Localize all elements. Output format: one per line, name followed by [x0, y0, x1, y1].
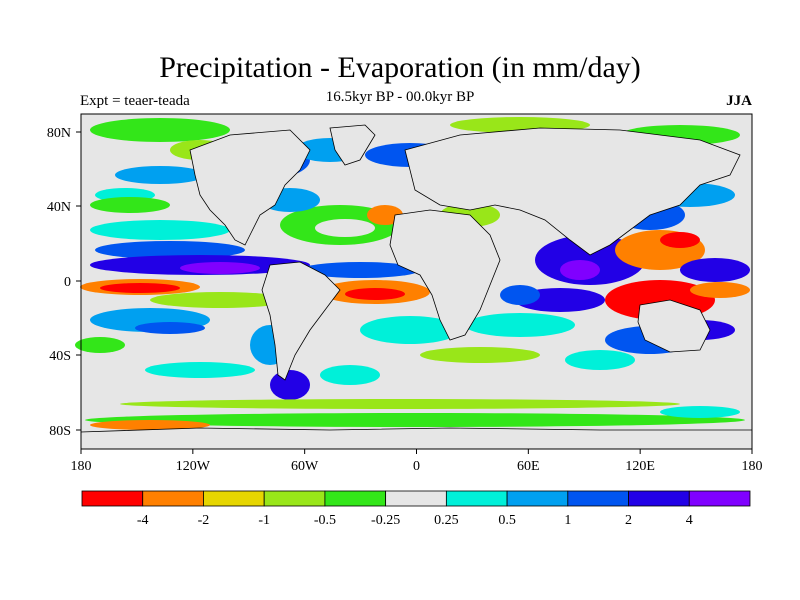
colorbar-swatch — [506, 490, 569, 507]
lon-tick-label: 180 — [742, 459, 763, 474]
period-label: 16.5kyr BP - 00.0kyr BP — [325, 89, 475, 105]
field-blob — [565, 350, 635, 370]
field-blob — [95, 241, 245, 259]
field-blob — [150, 292, 290, 308]
lat-tick-label: 80N — [47, 126, 71, 141]
lon-tick-label: 0 — [413, 459, 420, 474]
lon-tick-label: 120W — [176, 459, 211, 474]
field-blob — [90, 197, 170, 213]
africa-land — [389, 209, 501, 341]
colorbar-swatch — [142, 490, 204, 507]
colorbar-swatch — [567, 490, 629, 507]
lat-tick-label: 80S — [49, 424, 71, 439]
precip-field — [75, 117, 750, 430]
field-blob — [680, 258, 750, 282]
colorbar-label: -2 — [198, 513, 210, 528]
map-title: Precipitation - Evaporation (in mm/day) — [159, 51, 641, 84]
colorbar-label: -1 — [258, 513, 270, 528]
latitude-axis: 80N 40N 0 40S 80S — [47, 126, 81, 439]
field-blob — [180, 262, 260, 274]
lon-tick-label: 120E — [625, 459, 655, 474]
field-blob — [75, 337, 125, 353]
lat-tick-label: 40N — [47, 200, 71, 215]
field-blob — [315, 219, 375, 237]
colorbar-label: 1 — [564, 513, 571, 528]
field-blob — [85, 413, 745, 427]
experiment-label: Expt = teaer-teada — [80, 93, 190, 109]
map-panel — [75, 113, 753, 450]
field-blob — [90, 118, 230, 142]
north-america-land — [189, 129, 311, 246]
season-label: JJA — [726, 93, 752, 109]
field-blob — [115, 166, 205, 184]
colorbar-swatch — [628, 490, 690, 507]
field-blob — [660, 232, 700, 248]
colorbar-label: 4 — [686, 513, 693, 528]
field-blob — [345, 288, 405, 300]
field-blob — [90, 420, 210, 430]
field-blob — [135, 322, 205, 334]
field-blob — [320, 365, 380, 385]
colorbar-label: -0.5 — [314, 513, 336, 528]
colorbar-swatch — [385, 490, 447, 507]
field-blob — [270, 370, 310, 400]
colorbar: -4 -2 -1 -0.5 -0.25 0.25 0.5 1 2 4 — [81, 490, 751, 528]
colorbar-label: 0.5 — [498, 513, 516, 528]
colorbar-swatch — [263, 490, 326, 507]
field-blob — [100, 283, 180, 293]
lat-tick-label: 0 — [64, 275, 71, 290]
colorbar-label: 0.25 — [434, 513, 459, 528]
lon-tick-label: 60E — [517, 459, 540, 474]
field-blob — [120, 399, 680, 409]
eurasia-land — [404, 127, 741, 256]
lon-tick-label: 60W — [291, 459, 319, 474]
field-blob — [560, 260, 600, 280]
field-blob — [90, 220, 230, 240]
field-blob — [420, 347, 540, 363]
longitude-axis: 180 120W 60W 0 60E 120E 180 — [71, 449, 763, 474]
field-blob — [500, 285, 540, 305]
south-america-land — [261, 261, 341, 381]
colorbar-swatch — [688, 490, 751, 507]
field-blob — [145, 362, 255, 378]
field-blob — [300, 262, 420, 278]
colorbar-label: -4 — [137, 513, 149, 528]
field-blob — [660, 406, 740, 418]
lat-tick-label: 40S — [49, 349, 71, 364]
field-blob — [465, 313, 575, 337]
land-masses — [80, 124, 753, 450]
australia-land — [637, 299, 711, 353]
colorbar-swatch — [445, 490, 508, 507]
colorbar-label: -0.25 — [371, 513, 400, 528]
field-blob — [360, 316, 460, 344]
colorbar-label: 2 — [625, 513, 632, 528]
colorbar-swatch — [324, 490, 387, 507]
colorbar-swatch — [81, 490, 144, 507]
lon-tick-label: 180 — [71, 459, 92, 474]
antarctica-land — [80, 427, 753, 450]
colorbar-swatch — [203, 490, 265, 507]
field-blob — [690, 282, 750, 298]
greenland-land — [329, 124, 376, 166]
